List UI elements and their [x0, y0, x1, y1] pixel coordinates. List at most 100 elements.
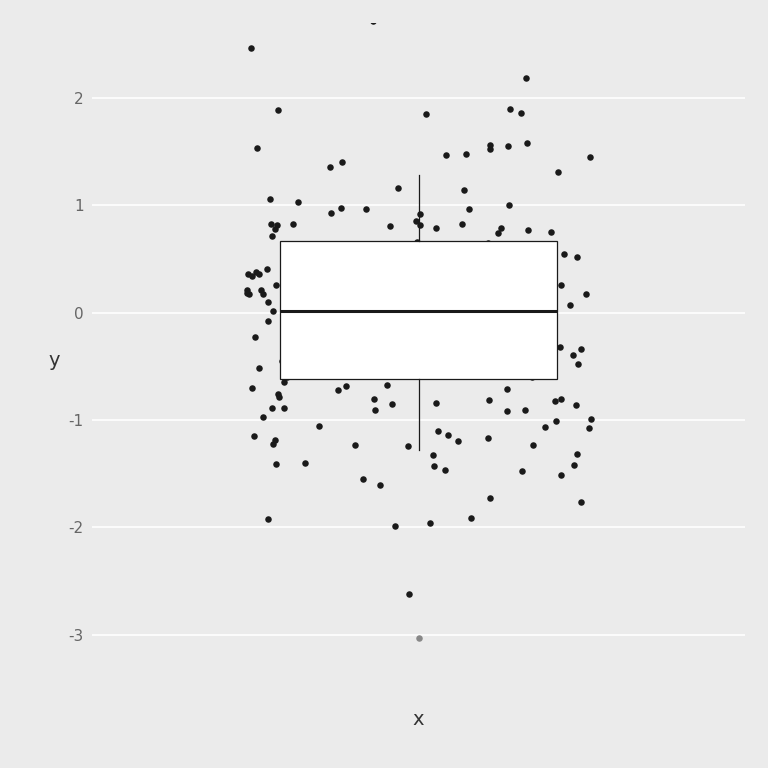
Point [515, 107, 527, 119]
Point [416, 356, 429, 369]
Point [502, 383, 514, 396]
Point [337, 365, 349, 377]
Point [250, 266, 262, 279]
Point [281, 371, 293, 383]
Point [264, 193, 276, 205]
Point [483, 492, 495, 504]
Point [538, 271, 550, 283]
Point [458, 184, 470, 197]
Point [534, 300, 546, 313]
Point [325, 207, 337, 219]
Point [269, 435, 281, 447]
Point [270, 279, 282, 291]
Point [336, 274, 348, 286]
Point [270, 458, 282, 470]
Point [520, 71, 532, 84]
Point [555, 279, 568, 291]
Point [499, 300, 511, 313]
Point [445, 295, 457, 307]
Point [246, 382, 258, 394]
Point [382, 367, 394, 379]
Point [496, 326, 508, 339]
Point [461, 286, 473, 298]
Point [377, 330, 389, 343]
Point [492, 227, 504, 240]
Point [369, 404, 381, 416]
Point [501, 406, 513, 418]
Point [363, 332, 376, 344]
Point [400, 300, 412, 312]
Point [373, 275, 386, 287]
Point [257, 411, 269, 423]
Point [292, 196, 304, 208]
Point [313, 420, 325, 432]
Point [420, 108, 432, 120]
Point [568, 458, 580, 471]
Point [585, 413, 598, 425]
Point [336, 156, 348, 168]
Point [551, 167, 564, 179]
Point [538, 310, 550, 323]
Point [574, 343, 587, 356]
Point [482, 348, 494, 360]
Point [572, 358, 584, 370]
Point [510, 256, 522, 268]
Point [409, 297, 422, 310]
Point [484, 143, 496, 155]
Point [570, 399, 582, 411]
Point [410, 236, 422, 248]
Point [428, 459, 440, 472]
Point [389, 520, 402, 532]
Point [571, 250, 583, 263]
Point [388, 256, 400, 268]
Point [367, 296, 379, 308]
Point [349, 439, 361, 452]
Point [538, 421, 551, 433]
Point [460, 148, 472, 161]
Point [427, 449, 439, 462]
Point [278, 402, 290, 414]
Point [571, 449, 583, 461]
Point [272, 387, 284, 399]
Point [430, 396, 442, 409]
Point [369, 393, 381, 406]
Point [402, 440, 414, 452]
Point [521, 224, 534, 237]
Point [368, 335, 380, 347]
Point [465, 511, 478, 524]
Point [243, 288, 255, 300]
Point [414, 220, 426, 232]
Point [245, 42, 257, 55]
Point [484, 139, 496, 151]
Point [373, 479, 386, 492]
Point [558, 248, 570, 260]
Point [369, 330, 381, 343]
Point [386, 397, 398, 409]
Point [439, 275, 451, 287]
Point [262, 315, 274, 327]
Point [455, 218, 468, 230]
Point [522, 240, 535, 252]
Point [515, 256, 527, 268]
Point [251, 141, 263, 154]
Bar [280, 241, 557, 379]
Point [279, 265, 291, 277]
Point [391, 356, 403, 368]
Point [294, 251, 306, 263]
Point [266, 402, 279, 414]
Point [247, 430, 260, 442]
Point [526, 371, 538, 383]
Point [503, 199, 515, 211]
Point [545, 253, 558, 266]
Point [349, 282, 362, 294]
Point [465, 290, 477, 303]
Point [413, 208, 425, 220]
Point [384, 220, 396, 232]
Point [423, 517, 435, 529]
Point [502, 255, 514, 267]
Point [482, 237, 494, 250]
Point [363, 338, 376, 350]
Point [265, 218, 277, 230]
Point [287, 218, 300, 230]
Point [482, 432, 494, 444]
